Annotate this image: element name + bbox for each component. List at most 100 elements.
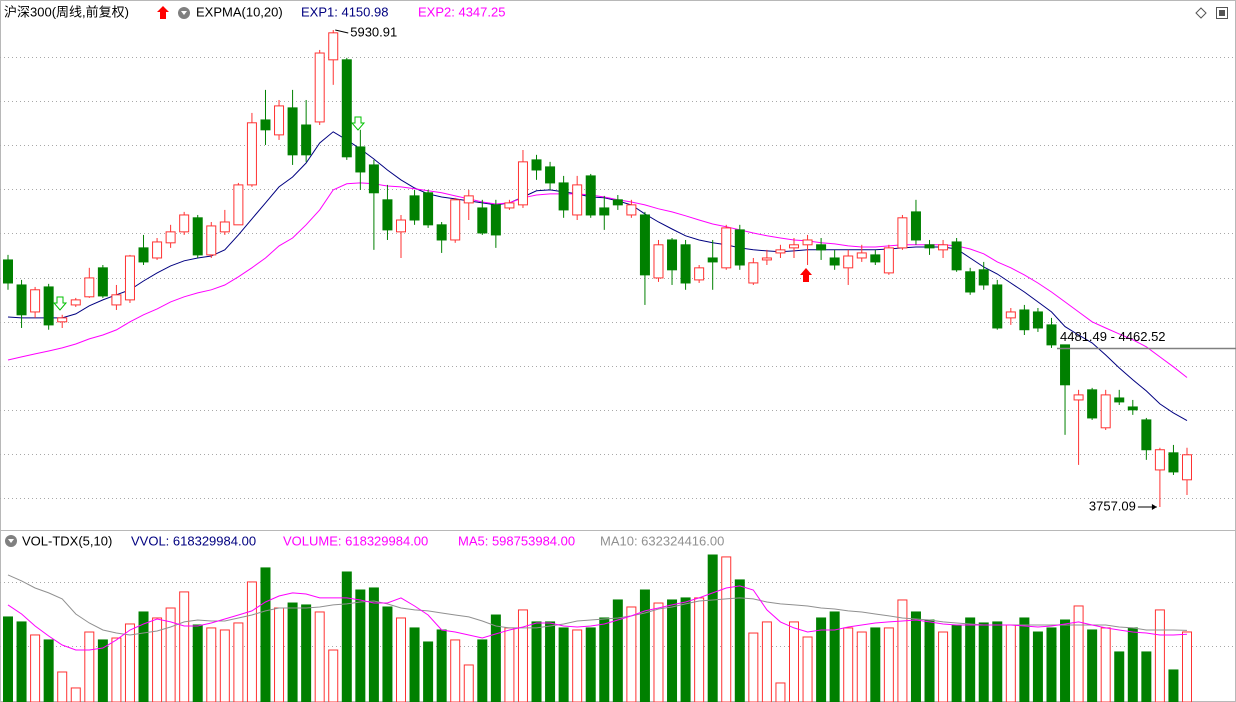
candle-body [721, 227, 732, 269]
volume-bar [1114, 651, 1125, 702]
candle-body [111, 294, 122, 306]
candle-body [978, 269, 989, 286]
chart-title: 沪深300(周线,前复权) [4, 4, 129, 19]
candle-body [1032, 311, 1043, 329]
volume-bar [775, 682, 786, 702]
menu-icon-arrow [181, 11, 187, 15]
volume-bar [111, 637, 122, 702]
volume-bar [1073, 605, 1084, 702]
volume-bar [802, 636, 813, 702]
volume-bar [1182, 631, 1192, 702]
candle-body [1100, 394, 1111, 429]
volume-bar [680, 597, 691, 702]
volume-bar [789, 621, 799, 702]
candle-body [43, 286, 54, 326]
candle-body [612, 199, 623, 206]
volume-bar [1032, 631, 1043, 702]
candle-body [938, 244, 949, 251]
volume-bar [653, 602, 664, 702]
candle-body [490, 204, 501, 236]
volume-bar [152, 617, 163, 702]
volume-bar [761, 621, 772, 702]
expma-line [7, 131, 1188, 422]
volume-bar [382, 606, 393, 702]
volume-bar [219, 629, 230, 702]
volume-bar [504, 627, 515, 702]
volume-bar [829, 611, 840, 702]
volume-bar [477, 639, 488, 702]
volume-bar [490, 614, 501, 702]
candle-body [761, 257, 772, 261]
volume-bar [84, 631, 95, 702]
volume-bar [246, 581, 257, 702]
candle-body [382, 199, 393, 231]
candle-body [84, 277, 95, 298]
candle-body [870, 254, 881, 263]
volume-bar [545, 621, 556, 702]
legend-entry: MA10: 632324416.00 [600, 533, 724, 548]
volume-bar [626, 606, 637, 702]
vvol-label: VVOL: 618329984.00 [131, 533, 256, 548]
volume-bar [57, 671, 68, 702]
candle-body [748, 262, 759, 284]
volume-bar [3, 616, 13, 702]
candle-body [152, 241, 163, 259]
diamond-icon[interactable] [1195, 7, 1207, 19]
indicator-name: EXPMA(10,20) [196, 4, 283, 19]
volume-bar [1060, 619, 1071, 702]
expma-line [7, 182, 1188, 378]
candle-body [165, 231, 176, 244]
volume-bar [463, 664, 474, 702]
candle-body [1073, 394, 1084, 401]
candle-body [734, 229, 745, 266]
candle-body [545, 166, 556, 184]
volume-bar [1087, 629, 1098, 702]
grid [0, 57, 1236, 647]
candle-body [328, 32, 339, 61]
candle-body [287, 107, 298, 156]
candle-body [572, 184, 583, 216]
candle-body [897, 217, 908, 249]
legend-entry: EXP2: 4347.25 [418, 4, 505, 19]
volume-bar [883, 627, 894, 702]
volume-bar [30, 634, 41, 702]
candle-body [1005, 311, 1016, 319]
volume-bar [233, 622, 244, 702]
candle-body [951, 241, 962, 271]
candle-body [138, 247, 149, 263]
menu-icon-arrow [8, 539, 14, 543]
candle-body [802, 239, 813, 246]
volume-bar [423, 641, 434, 702]
volume-bar [951, 624, 962, 702]
volume-bar [341, 571, 352, 702]
candle-body [1087, 389, 1098, 419]
candle-body [450, 199, 461, 241]
candle-body [1168, 452, 1179, 473]
window-icon-inner [1219, 10, 1225, 16]
candle-body [639, 214, 650, 276]
volume-bar [639, 589, 650, 702]
sell-signal [350, 116, 366, 131]
candle-body [599, 207, 610, 216]
volume-bar [192, 624, 203, 702]
candle-body [1114, 397, 1125, 403]
volume-bar [585, 627, 596, 702]
candle-body [368, 164, 379, 194]
window-icon[interactable] [1216, 7, 1228, 19]
volume-bar [124, 623, 135, 702]
candle-body [775, 249, 786, 254]
volume-bar [260, 567, 271, 702]
ma-line [7, 585, 1188, 651]
candle-body [1154, 449, 1165, 471]
candle-body [531, 159, 542, 171]
max-leader [335, 29, 349, 34]
volume-bar [274, 607, 285, 702]
volume-bar [856, 631, 867, 702]
candle-body [1141, 419, 1152, 451]
candle-body [70, 299, 81, 306]
candle-body [585, 175, 596, 216]
volume-bar [707, 554, 718, 702]
candle-body [409, 195, 420, 221]
volume-bar [897, 599, 908, 702]
